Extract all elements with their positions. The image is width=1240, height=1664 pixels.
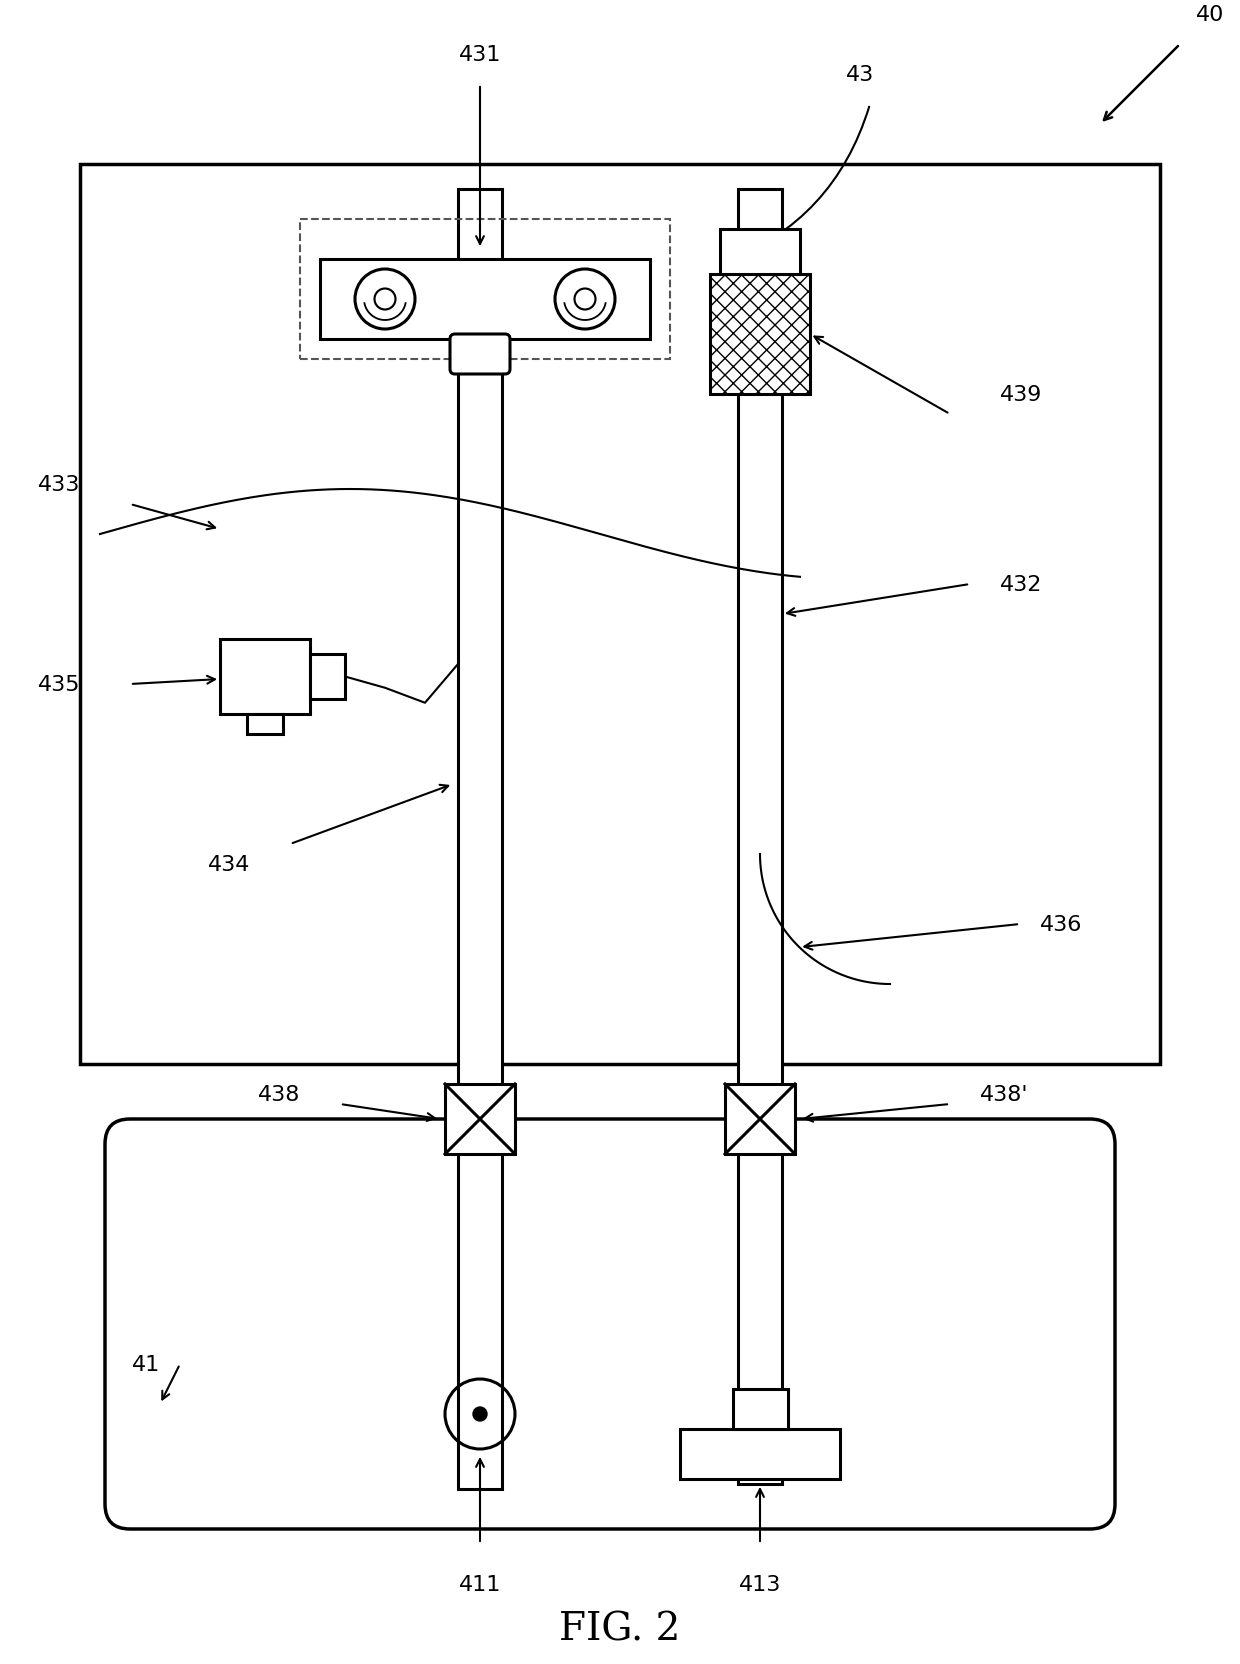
Bar (720, 230, 800, 275)
Bar (300, 220, 670, 359)
Text: 41: 41 (131, 1354, 160, 1374)
Circle shape (472, 1406, 487, 1421)
Bar (81, 165, 1159, 1065)
Bar (458, 190, 502, 1489)
Bar (445, 1085, 515, 1155)
Bar (320, 260, 650, 339)
Bar (680, 1429, 839, 1479)
Bar (711, 275, 810, 394)
Text: 43: 43 (846, 65, 874, 85)
FancyBboxPatch shape (450, 334, 510, 374)
Bar (738, 190, 782, 1484)
Text: 432: 432 (999, 574, 1043, 594)
Text: 40: 40 (1195, 5, 1224, 25)
Text: 433: 433 (37, 474, 81, 494)
Bar (219, 639, 310, 714)
Text: 438: 438 (258, 1085, 300, 1105)
Text: FIG. 2: FIG. 2 (559, 1611, 681, 1647)
Text: 411: 411 (459, 1574, 501, 1594)
Text: 439: 439 (999, 384, 1043, 404)
Bar (733, 1389, 787, 1429)
Text: 435: 435 (37, 674, 81, 694)
Bar (725, 1085, 795, 1155)
Text: 431: 431 (459, 45, 501, 65)
Text: 438': 438' (980, 1085, 1028, 1105)
Text: 436: 436 (1040, 915, 1083, 935)
Bar (247, 714, 283, 734)
Bar (310, 654, 345, 699)
Text: 434: 434 (207, 855, 250, 875)
Text: 413: 413 (739, 1574, 781, 1594)
